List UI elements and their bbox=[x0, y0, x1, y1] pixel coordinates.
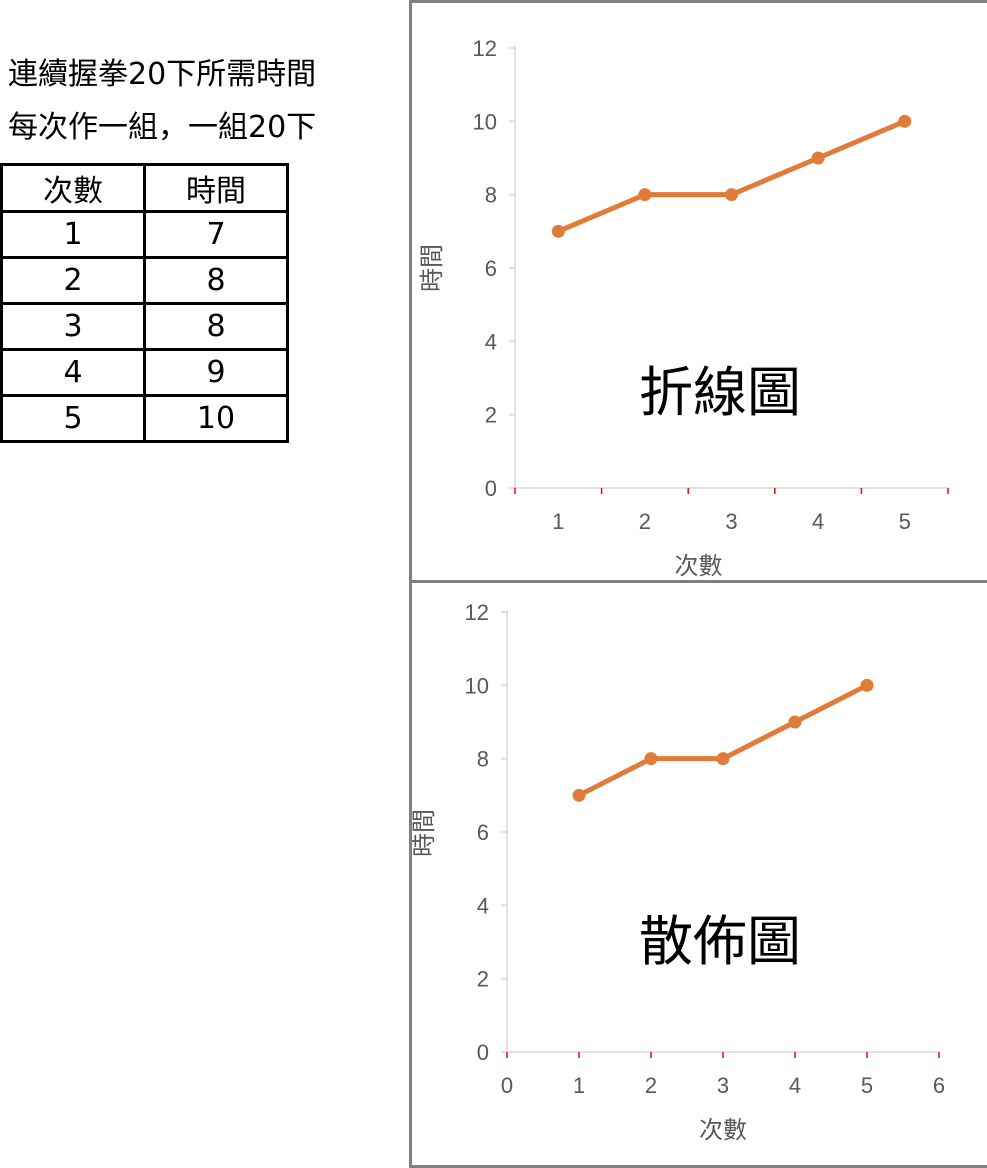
y-tick-label: 0 bbox=[477, 1040, 489, 1065]
y-tick-label: 8 bbox=[485, 183, 497, 208]
x-tick-label: 2 bbox=[639, 509, 651, 534]
table-cell: 9 bbox=[143, 348, 289, 397]
chart-overlay-label: 折線圖 bbox=[639, 361, 801, 424]
caption-title: 連續握拳20下所需時間 bbox=[8, 57, 317, 92]
data-point bbox=[811, 151, 825, 165]
series-line bbox=[557, 119, 906, 234]
table-cell: 10 bbox=[143, 394, 289, 443]
data-point bbox=[638, 188, 652, 202]
table-header-count: 次數 bbox=[0, 163, 146, 213]
y-tick-label: 0 bbox=[485, 476, 497, 501]
x-tick-label: 5 bbox=[899, 509, 911, 534]
table-cell: 1 bbox=[0, 210, 146, 259]
table-row: 3 8 bbox=[0, 302, 289, 351]
y-axis-title: 時間 bbox=[418, 244, 446, 292]
y-tick-label: 6 bbox=[477, 820, 489, 845]
x-tick-label: 5 bbox=[861, 1073, 873, 1098]
table-cell: 8 bbox=[143, 302, 289, 351]
x-tick-label: 6 bbox=[933, 1073, 945, 1098]
scatter-chart-panel: 0 2 4 6 8 10 12 0 1 2 3 4 5 6 次數 時間 散佈圖 bbox=[409, 580, 987, 1168]
series-line bbox=[577, 683, 869, 798]
y-tick-label: 8 bbox=[477, 747, 489, 772]
table-row: 4 9 bbox=[0, 348, 289, 397]
data-point bbox=[572, 788, 586, 802]
y-tick-label: 12 bbox=[465, 600, 489, 625]
x-tick-label: 3 bbox=[717, 1073, 729, 1098]
table-row: 2 8 bbox=[0, 256, 289, 305]
x-tick-label: 1 bbox=[573, 1073, 585, 1098]
data-point bbox=[860, 678, 874, 692]
line-chart-panel: 0 2 4 6 8 10 12 1 2 3 4 5 次數 時間 折線圖 bbox=[409, 0, 987, 581]
y-tick-label: 4 bbox=[485, 329, 497, 354]
y-tick-label: 2 bbox=[485, 403, 497, 428]
y-tick-label: 12 bbox=[473, 36, 497, 61]
table-cell: 2 bbox=[0, 256, 146, 305]
table-cell: 7 bbox=[143, 210, 289, 259]
data-point bbox=[788, 715, 802, 729]
x-axis-title: 次數 bbox=[699, 1116, 747, 1144]
x-axis-title: 次數 bbox=[675, 552, 723, 580]
table-header-row: 次數 時間 bbox=[0, 163, 289, 213]
data-point bbox=[725, 188, 738, 202]
caption-subtitle: 每次作一組，一組20下 bbox=[8, 110, 317, 145]
data-point bbox=[898, 114, 912, 128]
x-tick-label: 0 bbox=[501, 1073, 513, 1098]
y-axis-title: 時間 bbox=[412, 809, 438, 857]
x-tick-label: 4 bbox=[789, 1073, 801, 1098]
table-cell: 5 bbox=[0, 394, 146, 443]
table-cell: 3 bbox=[0, 302, 146, 351]
x-tick-label: 1 bbox=[552, 509, 564, 534]
y-tick-label: 2 bbox=[477, 967, 489, 992]
x-tick-label: 4 bbox=[812, 509, 824, 534]
table-cell: 8 bbox=[143, 256, 289, 305]
table-header-time: 時間 bbox=[143, 163, 289, 213]
data-point bbox=[551, 224, 565, 238]
table-row: 1 7 bbox=[0, 210, 289, 259]
y-tick-label: 4 bbox=[477, 893, 489, 918]
data-point bbox=[644, 752, 658, 766]
table-cell: 4 bbox=[0, 348, 146, 397]
x-tick-label: 3 bbox=[725, 509, 737, 534]
x-tick-label: 2 bbox=[645, 1073, 657, 1098]
chart-overlay-label: 散佈圖 bbox=[639, 910, 801, 973]
table-row: 5 10 bbox=[0, 394, 289, 443]
y-tick-label: 10 bbox=[465, 673, 489, 698]
data-point bbox=[716, 752, 730, 766]
y-tick-label: 6 bbox=[485, 256, 497, 281]
y-tick-label: 10 bbox=[473, 109, 497, 134]
data-table: 次數 時間 1 7 2 8 3 8 4 9 5 10 bbox=[0, 163, 289, 443]
